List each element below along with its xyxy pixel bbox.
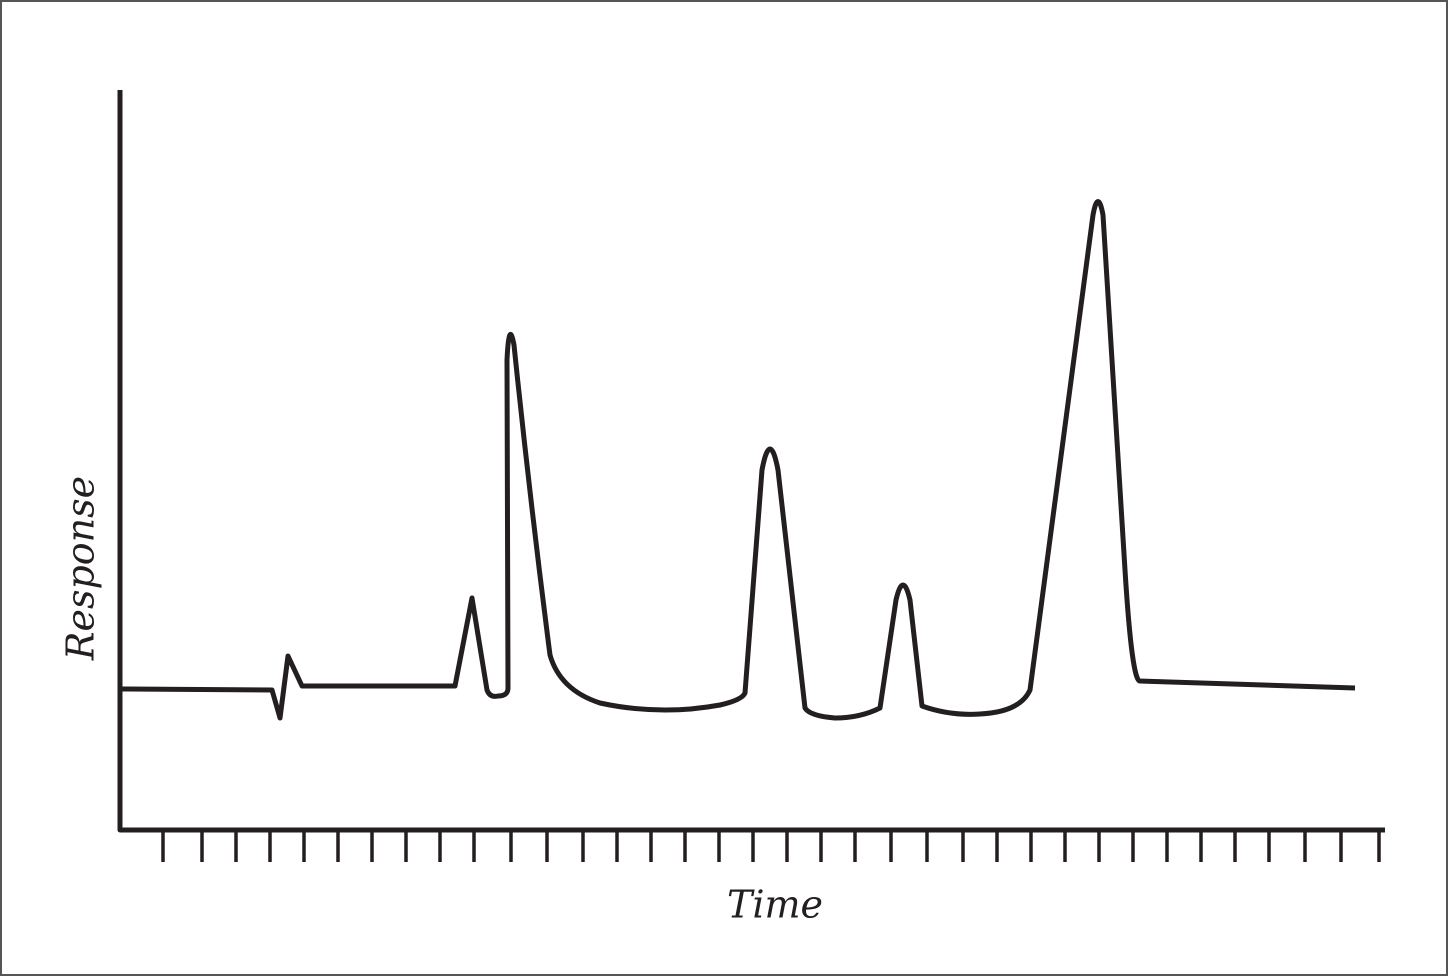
x-axis-label: Time bbox=[727, 883, 823, 927]
chromatogram-trace bbox=[119, 199, 1356, 721]
tick-marks bbox=[161, 830, 1381, 862]
y-axis-label: Response bbox=[59, 476, 103, 661]
